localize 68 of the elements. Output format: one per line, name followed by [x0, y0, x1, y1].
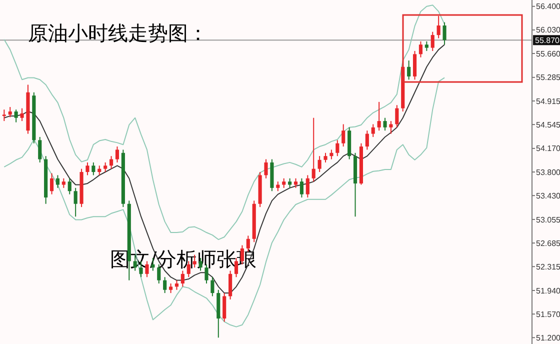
candlestick	[163, 276, 167, 294]
candlestick	[264, 158, 268, 179]
candlestick	[50, 172, 54, 195]
candlestick	[14, 109, 18, 123]
y-tick-label: 52.685	[536, 238, 560, 248]
candlestick	[8, 106, 12, 118]
candlestick	[228, 270, 232, 300]
candlestick	[407, 60, 411, 80]
candlestick	[288, 178, 292, 188]
candlestick	[174, 280, 179, 290]
candlestick	[371, 124, 375, 138]
candlestick	[210, 276, 214, 297]
candlestick	[169, 282, 173, 294]
candlestick	[294, 178, 298, 188]
candlestick	[365, 130, 369, 150]
candlestick	[342, 124, 346, 148]
y-tick-label: 56.400	[536, 2, 560, 12]
line-series	[4, 77, 446, 328]
candlestick	[222, 292, 226, 322]
candlestick	[98, 165, 102, 176]
candlestick	[2, 109, 6, 122]
candlestick	[436, 15, 440, 39]
y-tick-label: 53.055	[536, 215, 560, 224]
candlestick	[312, 117, 316, 182]
candlestick	[300, 178, 304, 198]
candlestick	[86, 162, 90, 176]
candlestick	[62, 178, 66, 188]
candlestick	[20, 108, 24, 122]
ref-line-label: 55.870	[535, 36, 560, 45]
candlestick	[418, 40, 423, 58]
candlestick	[109, 156, 114, 170]
candlestick	[180, 270, 184, 288]
y-tick-label: 54.170	[536, 144, 560, 154]
candlestick	[324, 152, 328, 163]
candlestick	[306, 174, 310, 198]
candlestick	[377, 101, 381, 132]
candlestick	[389, 120, 393, 134]
candlestick	[383, 117, 387, 132]
candlestick	[430, 31, 434, 52]
candlestick	[68, 178, 72, 195]
candlestick	[330, 149, 334, 160]
candlestick	[104, 162, 108, 172]
line-series	[4, 4, 446, 240]
candlestick	[282, 178, 286, 188]
candlestick	[74, 187, 78, 218]
y-tick-label: 51.570	[536, 310, 560, 319]
y-tick-label: 56.030	[536, 26, 560, 35]
text: 原油小时线走势图：	[28, 21, 208, 45]
y-tick-label: 53.430	[536, 191, 560, 200]
y-tick-label: 51.940	[536, 286, 560, 296]
candlestick	[442, 22, 446, 46]
y-tick-label: 51.200	[536, 333, 560, 342]
y-tick-label: 55.285	[536, 73, 560, 82]
candlestick	[412, 50, 417, 80]
y-tick-label: 55.660	[536, 49, 560, 58]
candlestick	[336, 140, 340, 157]
y-tick-label: 53.800	[536, 168, 560, 177]
candlestick	[276, 181, 280, 192]
y-tick-label: 54.915	[536, 96, 560, 106]
y-tick-label: 54.545	[536, 120, 560, 130]
candlestick	[424, 40, 428, 52]
candlestick	[115, 146, 120, 163]
candlestick	[395, 104, 399, 128]
candlestick	[318, 156, 322, 172]
y-tick-label: 52.315	[536, 262, 560, 272]
candlestick	[56, 174, 60, 188]
candlestick	[92, 162, 96, 176]
candlestick	[38, 136, 42, 163]
